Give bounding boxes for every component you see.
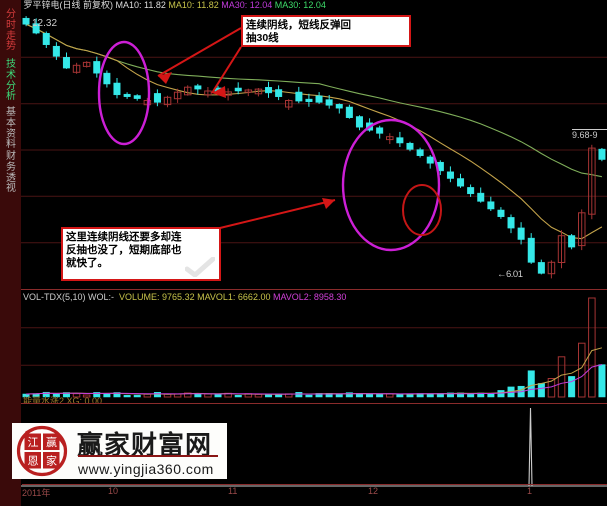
svg-text:恩: 恩: [28, 455, 39, 468]
svg-text:赢: 赢: [46, 435, 57, 449]
svg-text:家: 家: [46, 454, 57, 468]
svg-text:江: 江: [28, 436, 39, 449]
